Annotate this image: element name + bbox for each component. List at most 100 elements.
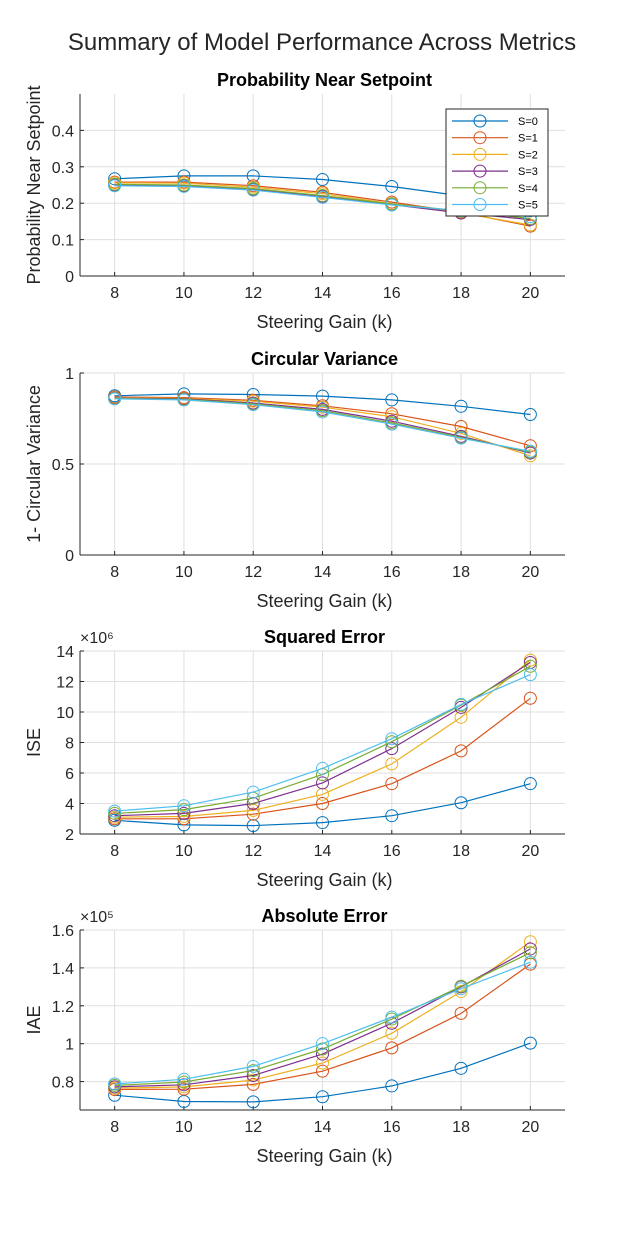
- panel-title: Probability Near Setpoint: [217, 70, 432, 90]
- x-tick-label: 12: [244, 285, 262, 302]
- y-tick-label: 12: [56, 675, 74, 692]
- legend-marker: [473, 164, 487, 178]
- data-point: [523, 449, 537, 463]
- y-tick-label: 10: [56, 705, 74, 722]
- data-point: [246, 169, 260, 183]
- data-point: [177, 809, 191, 823]
- legend-label: S=3: [518, 166, 538, 178]
- legend-label: S=5: [518, 200, 538, 212]
- legend-item: S=1: [452, 131, 538, 145]
- panel-4: 8 10 12 14 16 18 20 0.8 1 1.2 1.4 1.6 ×10⁵ Absolute E…: [24, 906, 565, 1166]
- data-point: [316, 1056, 329, 1070]
- legend-label: S=1: [518, 133, 538, 145]
- data-point: [454, 426, 468, 440]
- legend-label: S=2: [518, 149, 538, 161]
- panel-3: 8 10 12 14 16 18 20 2 4 6 8 10 12 14 ×10⁶ Squared Error…: [24, 627, 565, 890]
- x-tick-label: 10: [175, 564, 193, 581]
- x-tick-label: 10: [175, 843, 193, 860]
- x-tick-label: 12: [244, 843, 262, 860]
- series-line: [114, 697, 531, 820]
- y-tick-label: 0: [65, 269, 74, 286]
- data-point: [177, 179, 191, 193]
- data-point: [316, 405, 329, 419]
- data-point: [385, 393, 399, 407]
- x-tick-label: 16: [383, 843, 401, 860]
- series-line: [114, 941, 531, 1089]
- data-point: [177, 1072, 191, 1086]
- y-axis-label: Probability Near Setpoint: [24, 85, 44, 284]
- y-tick-label: 2: [65, 827, 74, 844]
- y-tick-label: 0.8: [52, 1075, 74, 1092]
- data-point: [177, 806, 191, 820]
- data-point: [316, 776, 329, 790]
- data-point: [108, 392, 122, 406]
- x-tick-label: 20: [521, 564, 539, 581]
- data-point: [454, 1006, 468, 1020]
- x-tick-label: 16: [383, 285, 401, 302]
- data-point: [454, 796, 468, 810]
- data-point: [523, 942, 537, 956]
- x-tick-label: 16: [383, 564, 401, 581]
- x-tick-label: 10: [175, 285, 193, 302]
- data-point: [523, 444, 537, 458]
- data-point: [246, 819, 260, 833]
- data-point: [246, 1064, 260, 1078]
- x-tick-label: 20: [521, 1119, 539, 1136]
- y-tick-label: 0.4: [52, 123, 74, 140]
- data-point: [523, 691, 537, 705]
- data-point: [454, 697, 468, 711]
- data-point: [385, 407, 399, 421]
- data-point: [385, 1026, 399, 1040]
- legend-item: S=2: [452, 147, 538, 161]
- data-point: [385, 1079, 399, 1093]
- series-line: [114, 961, 531, 1085]
- data-point: [108, 1077, 122, 1091]
- y-tick-label: 0.2: [52, 196, 74, 213]
- y-tick-label: 1: [65, 1037, 74, 1054]
- x-tick-label: 18: [452, 1119, 470, 1136]
- data-point: [523, 946, 537, 960]
- y-tick-label: 0.3: [52, 160, 74, 177]
- data-point: [177, 803, 191, 817]
- x-tick-label: 14: [314, 843, 332, 860]
- x-axis-label: Steering Gain (k): [256, 870, 392, 890]
- data-point: [108, 804, 122, 818]
- data-point: [316, 816, 329, 830]
- data-point: [316, 1064, 329, 1078]
- x-tick-label: 14: [314, 1119, 332, 1136]
- data-point: [385, 1041, 399, 1055]
- data-point: [385, 742, 399, 756]
- data-point: [454, 744, 468, 758]
- data-point: [523, 935, 537, 949]
- x-tick-label: 18: [452, 285, 470, 302]
- series-line: [114, 659, 531, 818]
- y-tick-label: 1.4: [52, 961, 74, 978]
- y-exponent-label: ×10⁵: [80, 909, 114, 926]
- x-tick-label: 8: [110, 564, 119, 581]
- data-point: [454, 1061, 468, 1075]
- y-tick-label: 1.2: [52, 999, 74, 1016]
- series-S=5: [108, 955, 537, 1091]
- legend-marker: [473, 131, 487, 145]
- x-tick-label: 12: [244, 564, 262, 581]
- x-tick-label: 18: [452, 564, 470, 581]
- data-point: [454, 431, 468, 445]
- data-point: [246, 807, 260, 821]
- x-tick-label: 20: [521, 285, 539, 302]
- data-point: [316, 173, 329, 187]
- data-point: [523, 955, 537, 969]
- data-point: [246, 785, 260, 799]
- x-tick-label: 8: [110, 1119, 119, 1136]
- data-point: [385, 179, 399, 193]
- data-point: [316, 389, 329, 403]
- data-point: [177, 1075, 191, 1089]
- data-point: [385, 809, 399, 823]
- y-tick-label: 0: [65, 548, 74, 565]
- legend-item: S=4: [452, 181, 538, 195]
- data-point: [246, 1095, 260, 1109]
- x-tick-label: 20: [521, 843, 539, 860]
- legend-item: S=3: [452, 164, 538, 178]
- x-tick-label: 18: [452, 843, 470, 860]
- data-point: [385, 1010, 399, 1024]
- legend-box: [445, 108, 549, 217]
